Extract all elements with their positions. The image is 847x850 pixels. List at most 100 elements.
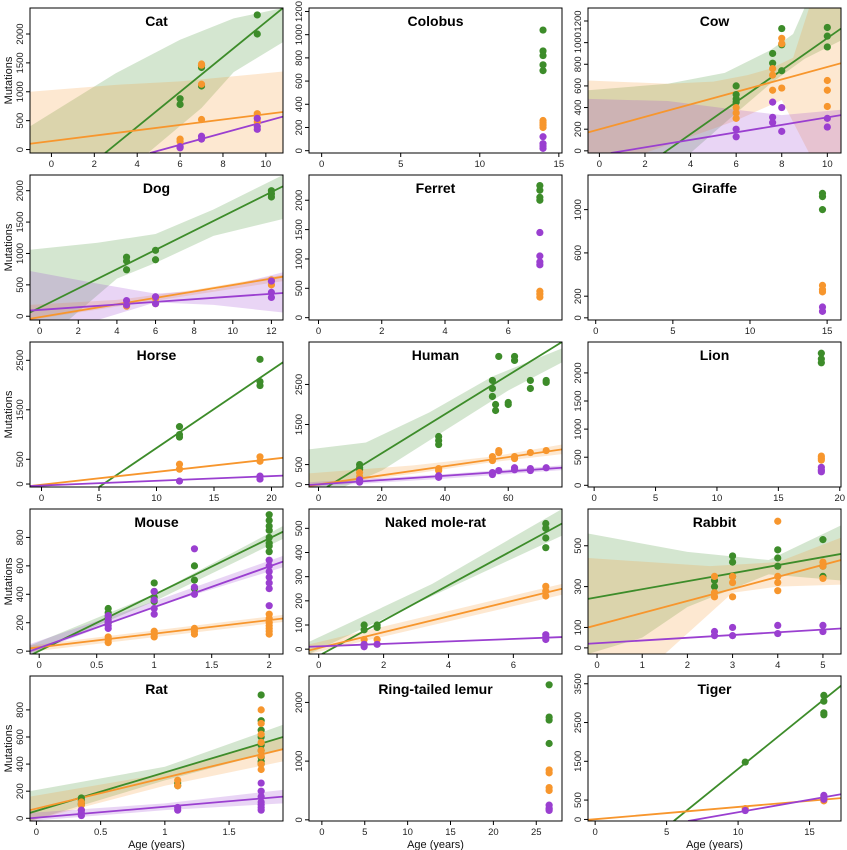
purple-data-point xyxy=(769,98,777,106)
y-tick-label: 1500 xyxy=(15,212,26,233)
orange-data-point xyxy=(728,593,737,601)
panel-title: Mouse xyxy=(134,514,179,530)
x-tick-label: 1 xyxy=(640,660,645,671)
purple-data-point xyxy=(77,811,85,820)
x-tick-label: 0 xyxy=(316,493,321,504)
x-tick-label: 4 xyxy=(688,159,693,170)
panel-title: Human xyxy=(412,347,459,363)
green-data-point xyxy=(265,516,273,524)
x-tick-label: 15 xyxy=(804,827,815,838)
green-data-point xyxy=(817,359,825,367)
y-tick-label: 500 xyxy=(15,451,26,467)
x-tick-label: 5 xyxy=(820,660,825,671)
purple-data-point xyxy=(817,468,825,476)
panel-title: Tiger xyxy=(698,681,733,697)
green-data-point xyxy=(265,542,273,550)
x-tick-label: 0 xyxy=(594,660,599,671)
green-data-point xyxy=(774,546,782,554)
green-data-point xyxy=(504,398,512,407)
purple-data-point xyxy=(542,464,550,472)
purple-data-point xyxy=(495,466,503,475)
y-tick-label: 0 xyxy=(15,314,26,319)
orange-regression-line xyxy=(309,587,562,652)
panel-title: Giraffe xyxy=(692,180,737,196)
y-axis-title: Mutations xyxy=(3,223,15,271)
panel-frame xyxy=(29,675,284,822)
orange-data-point xyxy=(536,293,544,301)
plot-area xyxy=(545,681,553,815)
green-regression-line xyxy=(662,27,841,153)
purple-data-point xyxy=(265,567,273,576)
x-tick-label: 1 xyxy=(152,660,157,671)
x-tick-label: 10 xyxy=(474,159,485,170)
y-tick-label: 600 xyxy=(573,245,584,261)
orange-data-point xyxy=(778,40,786,48)
orange-data-point xyxy=(77,801,85,809)
panel-giraffe: Giraffe 0 5 10 15 0 200 600 1000 xyxy=(573,174,842,337)
panel-frame xyxy=(308,341,563,488)
orange-data-point xyxy=(769,71,777,79)
green-data-point xyxy=(818,193,827,201)
orange-data-point xyxy=(257,752,265,760)
purple-data-point xyxy=(256,475,264,483)
x-tick-label: 2 xyxy=(381,660,386,671)
orange-data-point xyxy=(817,456,825,464)
green-data-point xyxy=(728,558,737,566)
y-tick-label: 1000 xyxy=(15,81,26,102)
x-tick-label: 0 xyxy=(597,159,602,170)
green-data-point xyxy=(545,739,553,748)
panel-ring-tailed-lemur: Ring-tailed lemur 0 5 10 15 20 25 0 1000 2000 Age … xyxy=(294,675,563,850)
panel-title: Rabbit xyxy=(693,514,737,530)
y-tick-label: 1500 xyxy=(294,414,305,435)
panel-title: Lion xyxy=(700,347,730,363)
y-tick-label: 100 xyxy=(294,617,305,633)
y-tick-label: 1500 xyxy=(573,751,584,772)
x-tick-label: 0 xyxy=(592,827,597,838)
x-tick-label: 20 xyxy=(834,493,845,504)
green-data-point xyxy=(820,711,828,719)
green-data-point xyxy=(265,548,273,556)
orange-regression-line xyxy=(588,62,841,134)
x-tick-label: 2 xyxy=(76,326,81,337)
purple-data-point xyxy=(175,477,184,485)
green-data-point xyxy=(265,526,273,534)
x-tick-label: 8 xyxy=(192,326,197,337)
purple-data-point xyxy=(778,127,786,135)
x-tick-label: 15 xyxy=(209,493,220,504)
x-tick-label: 6 xyxy=(734,159,739,170)
green-data-point xyxy=(488,384,497,393)
orange-data-point xyxy=(174,782,182,790)
y-axis-title: Mutations xyxy=(3,557,15,605)
y-tick-label: 0 xyxy=(15,649,26,654)
green-data-point xyxy=(488,376,497,385)
purple-data-point xyxy=(778,103,786,112)
green-data-point xyxy=(491,406,500,415)
y-tick-label: 800 xyxy=(15,702,26,718)
orange-data-point xyxy=(526,448,534,457)
purple-data-point xyxy=(253,114,261,122)
green-data-point xyxy=(190,562,199,570)
orange-data-point xyxy=(190,630,199,638)
orange-data-point xyxy=(256,457,264,465)
panel-tiger: Tiger 0 5 10 15 0 500 1500 2500 3500 Age (years) xyxy=(573,673,842,850)
panel-lion: Lion 0 5 10 15 20 0 500 1000 1500 2000 xyxy=(573,341,845,504)
purple-data-point xyxy=(190,545,199,553)
plot-area xyxy=(588,8,841,153)
green-data-point xyxy=(542,544,550,552)
y-tick-label: 1200 xyxy=(573,10,584,31)
y-tick-label: 2000 xyxy=(573,362,584,383)
plot-area xyxy=(588,684,841,821)
panel-frame xyxy=(29,174,284,321)
green-data-point xyxy=(728,552,737,560)
y-tick-label: 500 xyxy=(573,449,584,465)
y-tick-label: 0 xyxy=(15,816,26,821)
y-tick-label: 500 xyxy=(294,520,305,536)
purple-data-point xyxy=(774,621,782,630)
y-tick-label: 400 xyxy=(15,586,26,602)
green-regression-line xyxy=(326,342,562,487)
y-tick-label: 0 xyxy=(294,647,305,652)
purple-data-point xyxy=(257,793,265,801)
orange-data-point xyxy=(257,760,265,768)
purple-data-point xyxy=(267,288,276,296)
green-data-point xyxy=(536,186,544,194)
